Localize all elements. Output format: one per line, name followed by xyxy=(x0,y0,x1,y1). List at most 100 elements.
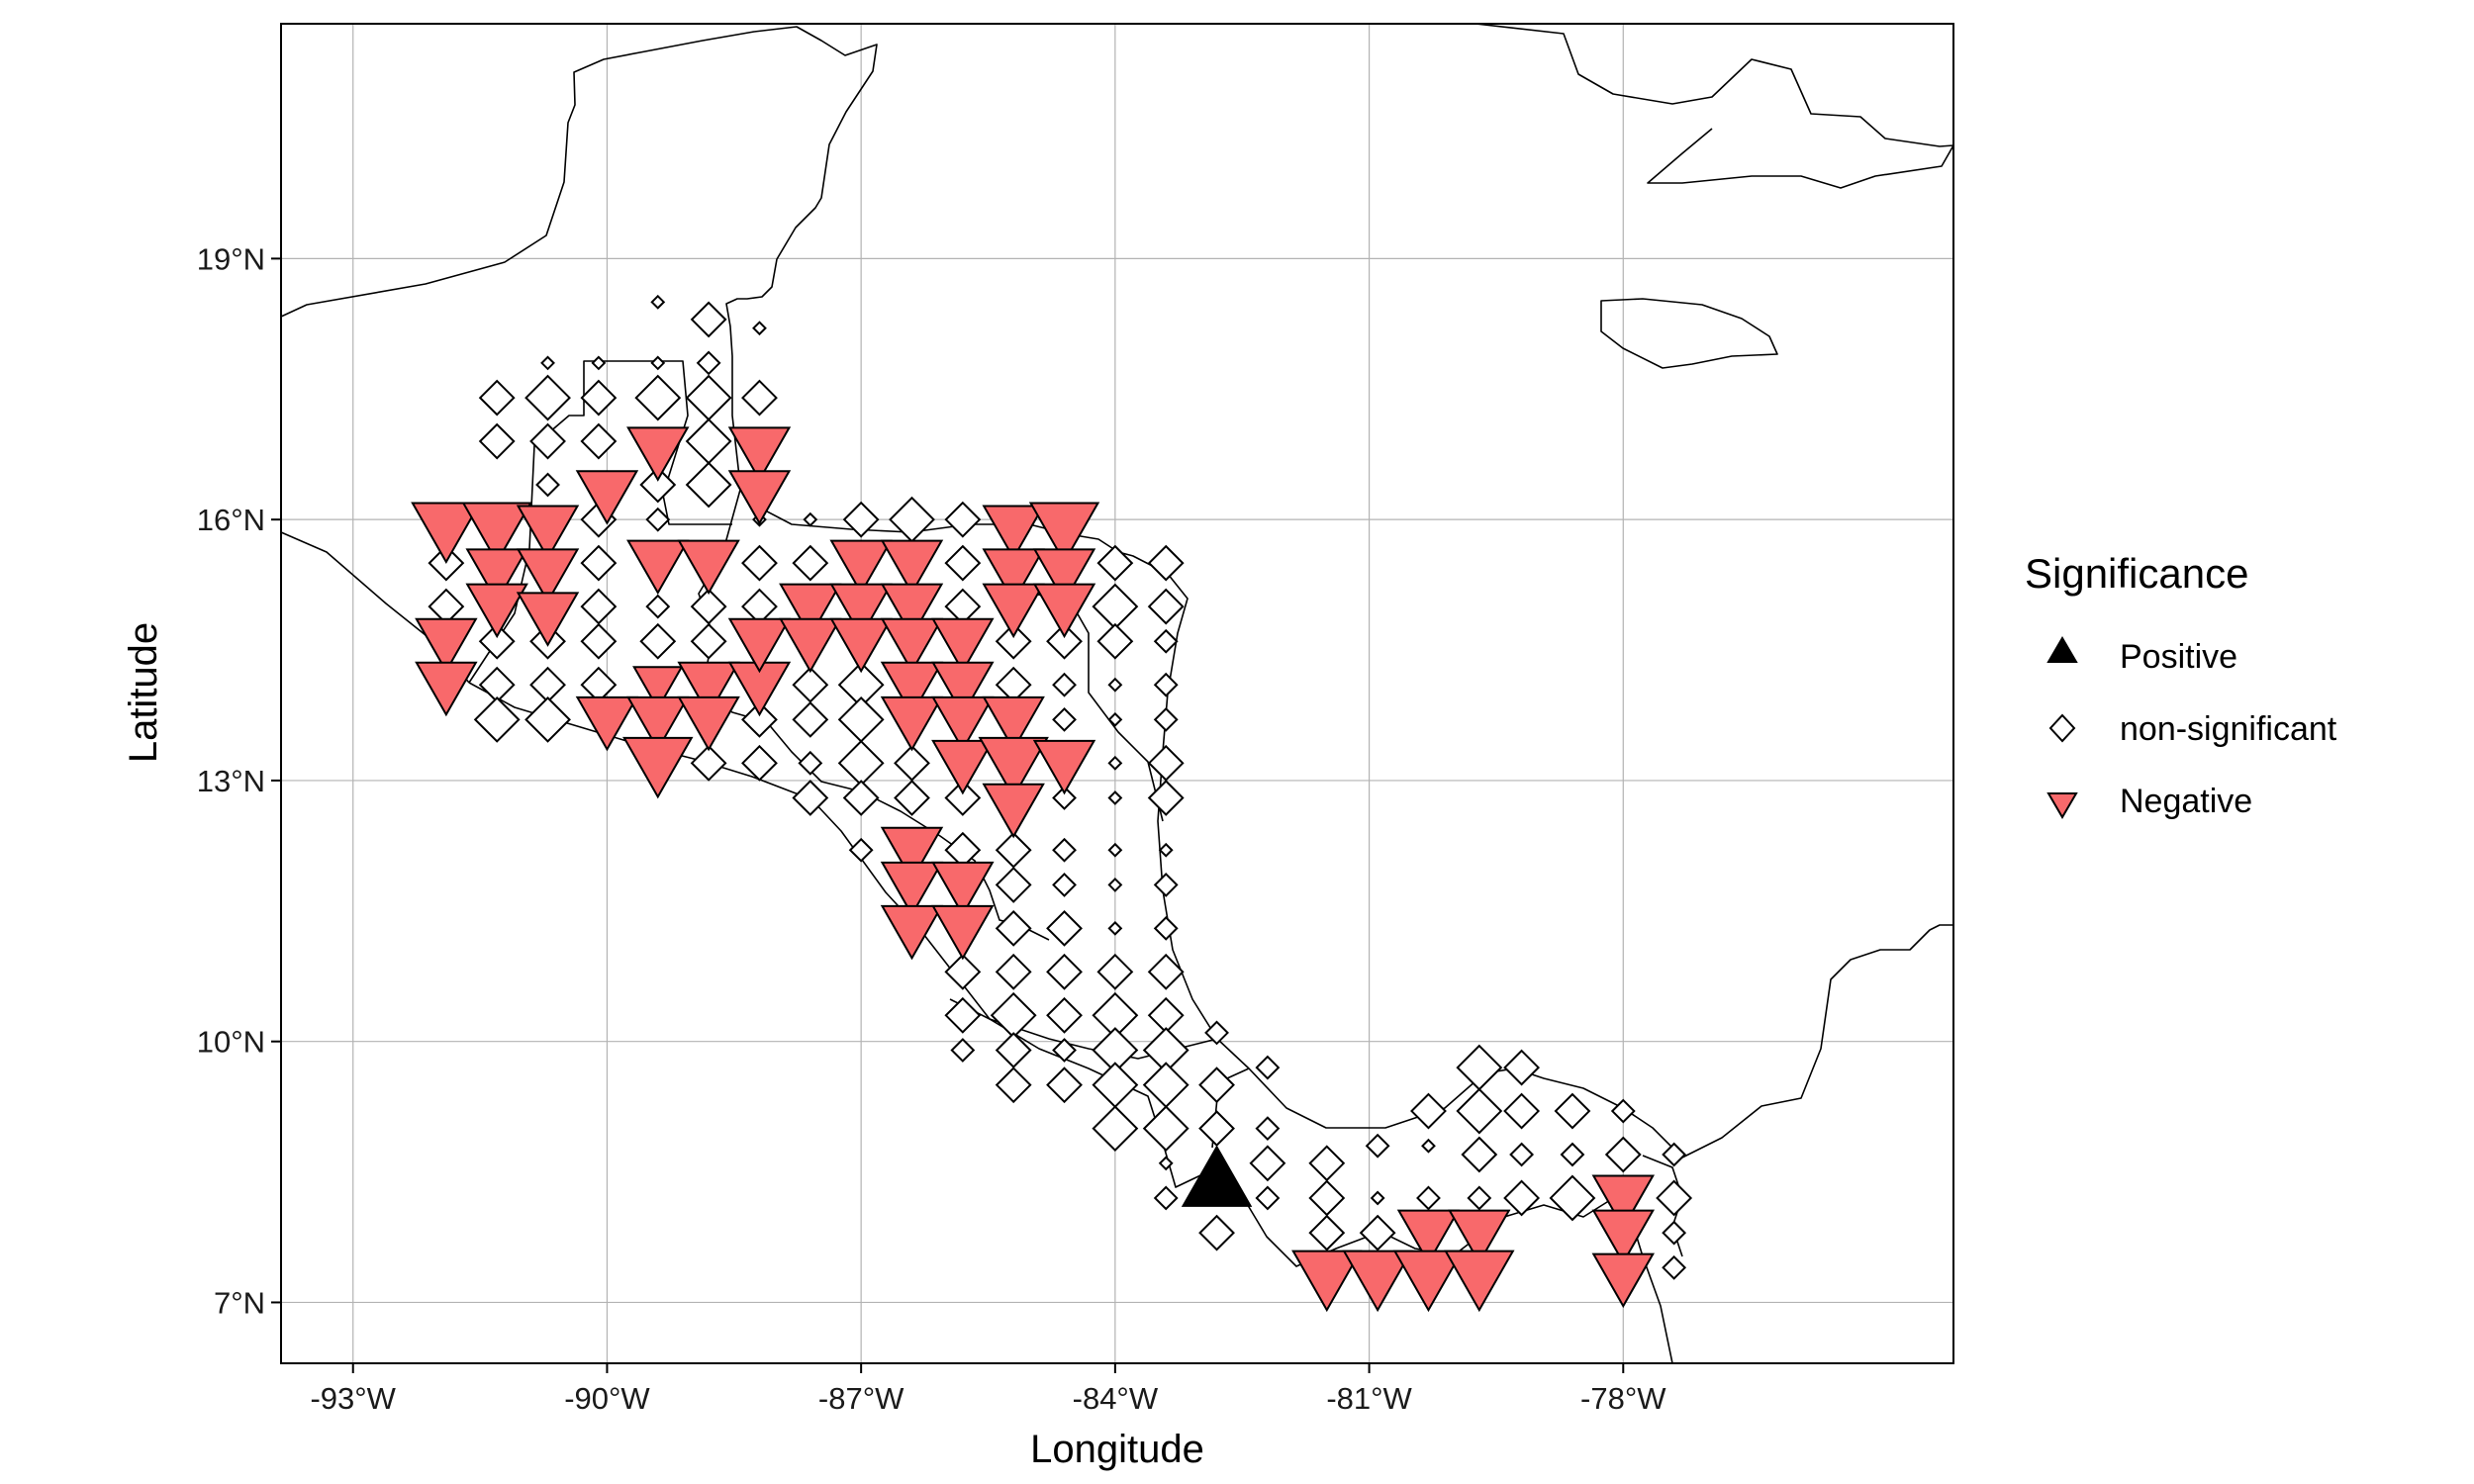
marker-nonsignificant-66 xyxy=(1107,711,1123,727)
marker-nonsignificant-15 xyxy=(580,422,618,460)
marker-negative-16 xyxy=(677,661,740,717)
marker-nonsignificant-148 xyxy=(1549,1174,1596,1222)
marker-nonsignificant-31 xyxy=(944,544,982,582)
marker-nonsignificant-135 xyxy=(1410,1092,1447,1130)
marker-negative-38 xyxy=(978,736,1049,799)
marker-negative-19 xyxy=(626,696,690,752)
marker-negative-45 xyxy=(982,583,1045,639)
marker-negative-55 xyxy=(1342,1250,1413,1313)
marker-nonsignificant-6 xyxy=(650,355,666,371)
marker-negative-13 xyxy=(626,539,690,596)
marker-nonsignificant-92 xyxy=(995,909,1032,947)
marker-nonsignificant-147 xyxy=(1503,1179,1541,1217)
marker-nonsignificant-119 xyxy=(1142,1105,1189,1153)
marker-negative-44 xyxy=(1032,548,1096,603)
marker-nonsignificant-131 xyxy=(1416,1185,1441,1211)
legend-label-nonsignificant: non-significant xyxy=(2120,710,2337,748)
marker-nonsignificant-93 xyxy=(1046,909,1083,947)
marker-negative-39 xyxy=(1032,739,1096,795)
marker-negative-6 xyxy=(516,592,580,647)
marker-nonsignificant-70 xyxy=(798,750,823,776)
marker-nonsignificant-132 xyxy=(1198,1214,1235,1252)
marker-negative-35 xyxy=(931,696,995,752)
marker-negative-48 xyxy=(880,861,944,917)
marker-nonsignificant-67 xyxy=(1153,706,1179,732)
marker-nonsignificant-95 xyxy=(1153,915,1179,941)
marker-nonsignificant-9 xyxy=(524,374,571,421)
marker-negative-14 xyxy=(677,539,740,596)
marker-nonsignificant-87 xyxy=(1158,842,1174,858)
marker-nonsignificant-106 xyxy=(950,1038,976,1063)
marker-nonsignificant-85 xyxy=(1052,837,1077,863)
marker-nonsignificant-3 xyxy=(478,379,516,417)
marker-nonsignificant-80 xyxy=(1107,790,1123,805)
marker-nonsignificant-38 xyxy=(645,594,671,619)
marker-nonsignificant-7 xyxy=(696,350,721,376)
axis-ticks: -93°W -90°W -87°W -84°W -81°W -78°W 7°N 10°N 13°… xyxy=(197,241,1667,1416)
legend-label-positive: Positive xyxy=(2120,638,2237,676)
marker-nonsignificant-91 xyxy=(1153,873,1179,897)
marker-nonsignificant-10 xyxy=(580,379,618,417)
marker-negative-1 xyxy=(461,502,532,564)
marker-negative-50 xyxy=(880,904,944,961)
marker-negative-26 xyxy=(880,583,944,639)
marker-negative-23 xyxy=(880,539,944,596)
marker-nonsignificant-125 xyxy=(1365,1133,1390,1159)
y-tick-label-2: 13°N xyxy=(197,764,265,798)
y-tick-label-1: 10°N xyxy=(197,1025,265,1060)
marker-nonsignificant-137 xyxy=(1503,1092,1541,1130)
marker-negative-27 xyxy=(727,617,792,674)
colombia-coast xyxy=(1681,924,1953,1159)
marker-nonsignificant-61 xyxy=(524,696,571,743)
cuba-east-tip xyxy=(1647,128,1953,189)
marker-nonsignificant-86 xyxy=(1107,842,1123,858)
marker-negative-9 xyxy=(626,426,690,482)
marker-nonsignificant-113 xyxy=(1046,1067,1083,1104)
marker-nonsignificant-11 xyxy=(634,374,682,421)
marker-nonsignificant-94 xyxy=(1107,920,1123,936)
marker-negative-30 xyxy=(880,617,944,674)
marker-nonsignificant-103 xyxy=(1046,996,1083,1034)
marker-nonsignificant-90 xyxy=(1107,878,1123,892)
marker-positive-0 xyxy=(1181,1145,1253,1207)
marker-negative-28 xyxy=(779,617,842,674)
x-tick-label-5: -78°W xyxy=(1580,1381,1666,1416)
marker-nonsignificant-20 xyxy=(645,507,671,532)
marker-nonsignificant-68 xyxy=(690,744,727,782)
marker-nonsignificant-75 xyxy=(792,780,829,816)
marker-nonsignificant-152 xyxy=(1467,1185,1492,1211)
marker-negative-25 xyxy=(829,583,893,639)
marker-nonsignificant-52 xyxy=(1107,677,1123,693)
mexico-yucatan-coastline xyxy=(281,26,878,357)
marker-negative-31 xyxy=(931,617,995,674)
marker-negative-24 xyxy=(779,583,842,639)
x-axis-title: Longitude xyxy=(1030,1428,1204,1471)
marker-nonsignificant-141 xyxy=(1503,1049,1541,1086)
marker-negative-22 xyxy=(829,539,893,596)
marker-nonsignificant-144 xyxy=(1560,1142,1585,1167)
marker-nonsignificant-123 xyxy=(1249,1145,1286,1182)
legend-nonsignificant-diamond-icon xyxy=(2048,713,2076,743)
marker-negative-10 xyxy=(727,426,792,482)
marker-nonsignificant-118 xyxy=(1092,1105,1139,1153)
marker-nonsignificant-53 xyxy=(1153,672,1179,697)
marker-nonsignificant-60 xyxy=(473,696,521,743)
marker-nonsignificant-81 xyxy=(1147,780,1185,816)
marker-nonsignificant-29 xyxy=(741,544,778,582)
marker-negative-49 xyxy=(931,861,995,917)
marker-nonsignificant-50 xyxy=(995,622,1032,660)
marker-nonsignificant-149 xyxy=(1656,1179,1693,1217)
marker-nonsignificant-48 xyxy=(639,622,677,660)
marker-nonsignificant-117 xyxy=(1255,1055,1281,1080)
marker-nonsignificant-142 xyxy=(1461,1136,1498,1173)
marker-negative-0 xyxy=(411,502,482,564)
marker-negative-33 xyxy=(931,661,995,717)
marker-negative-8 xyxy=(415,661,478,717)
marker-nonsignificant-79 xyxy=(1052,786,1077,810)
marker-nonsignificant-133 xyxy=(1308,1214,1346,1252)
marker-nonsignificant-121 xyxy=(1255,1116,1281,1142)
marker-negative-2 xyxy=(516,505,580,560)
jamaica-coastline xyxy=(1600,298,1778,369)
marker-nonsignificant-151 xyxy=(1662,1254,1687,1280)
